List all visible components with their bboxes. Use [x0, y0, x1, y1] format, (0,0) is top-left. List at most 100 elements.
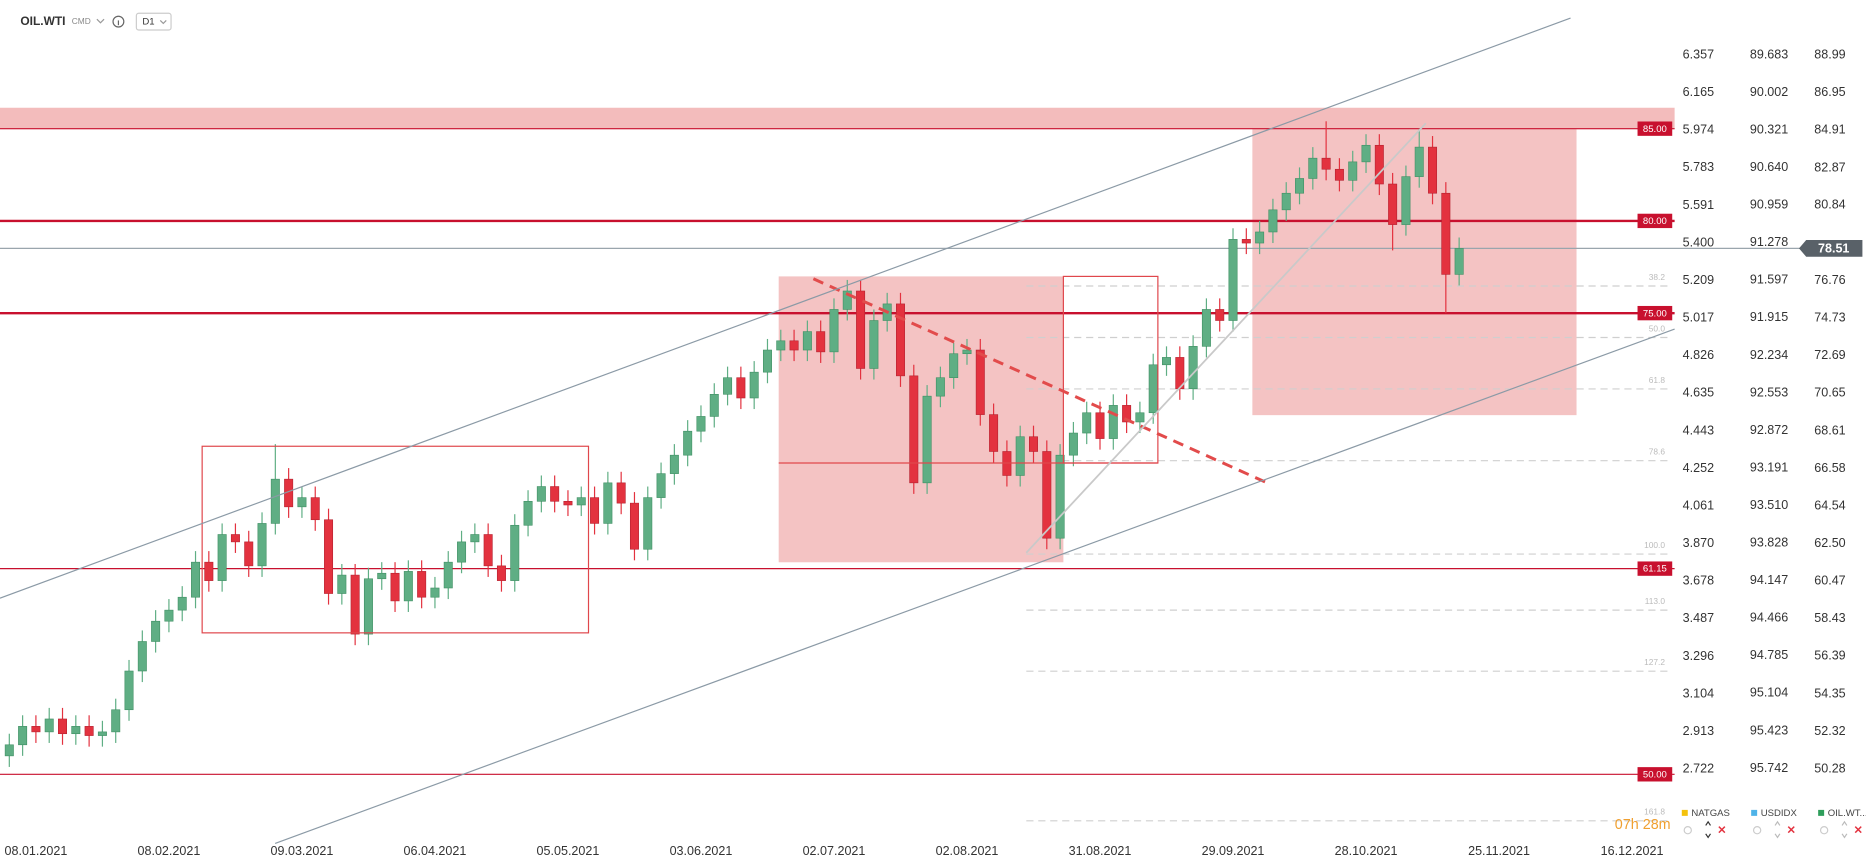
candle-body	[230, 534, 240, 543]
y-tick-label: 5.017	[1683, 311, 1714, 325]
candle-body	[310, 497, 320, 521]
candle-body	[71, 726, 81, 735]
candle-body	[1029, 436, 1038, 452]
legend-move[interactable]	[1705, 820, 1711, 839]
level-tag	[1637, 213, 1673, 229]
candle-body	[1148, 364, 1158, 414]
zone	[0, 107, 1675, 130]
candle-body	[616, 482, 626, 504]
dropdown-caret[interactable]	[96, 18, 105, 24]
level-label: 75.00	[1643, 308, 1667, 319]
candle-body	[430, 587, 440, 598]
symbol: OIL.WTI	[20, 14, 65, 28]
candle-body	[1374, 144, 1384, 185]
candle-body	[510, 524, 520, 581]
y-tick-label: 91.278	[1750, 235, 1788, 249]
candle-body	[829, 309, 839, 353]
y-tick-label: 2.913	[1683, 724, 1714, 738]
candle-body	[603, 482, 613, 524]
level-label: 85.00	[1643, 124, 1667, 135]
candle-body	[297, 497, 307, 508]
legend-move[interactable]	[1841, 820, 1848, 839]
legend-close[interactable]	[1854, 826, 1862, 834]
legend-items: NATGAS USDIDX OIL.WT...	[1681, 808, 1866, 839]
y-tick-label: 4.443	[1683, 423, 1714, 437]
y-tick-label: 95.742	[1750, 761, 1788, 775]
y-tick-label: 91.915	[1750, 310, 1788, 324]
candle-body	[1334, 168, 1344, 181]
candle-body	[536, 486, 546, 502]
candle-body	[257, 523, 267, 567]
candle-body	[975, 349, 985, 415]
candle-body	[337, 574, 347, 594]
y-tick-label: 5.209	[1683, 273, 1714, 287]
x-tick-label: 02.08.2021	[936, 844, 999, 858]
candle-body	[1162, 357, 1171, 366]
candle-body	[1215, 309, 1225, 321]
candle-body	[656, 473, 666, 498]
candle-body	[749, 371, 759, 399]
y-tick-label: 92.872	[1750, 423, 1788, 437]
channel-line	[274, 328, 1675, 844]
candle-body	[683, 430, 693, 456]
candle-body	[762, 349, 772, 373]
candle-body	[217, 534, 227, 581]
level-tag	[1637, 561, 1673, 576]
candle-body	[470, 534, 480, 543]
candle-body	[1401, 176, 1411, 225]
candle-body	[523, 500, 533, 526]
y-tick-label: 4.826	[1683, 348, 1714, 362]
candle-body	[736, 377, 746, 399]
candle-body	[443, 561, 453, 589]
x-tick-label: 29.09.2021	[1202, 844, 1265, 858]
y-tick-label: 52.32	[1814, 724, 1845, 738]
candle-body	[244, 541, 254, 567]
x-tick-label: 02.07.2021	[803, 844, 866, 858]
candle-body	[1082, 412, 1092, 434]
y-tick-label: 5.974	[1683, 123, 1714, 137]
timeframe-box[interactable]	[135, 12, 172, 31]
candle-body	[191, 561, 201, 598]
y-tick-label: 5.783	[1683, 160, 1714, 174]
legend-close[interactable]	[1787, 826, 1795, 834]
candle-body	[1122, 405, 1132, 423]
fib-label: 38.2	[1649, 272, 1666, 282]
candle-body	[909, 375, 919, 484]
legend-eye[interactable]	[1752, 826, 1762, 835]
candle-body	[457, 541, 467, 563]
legend-close[interactable]	[1718, 826, 1726, 834]
y-tick-label: 6.165	[1683, 85, 1714, 99]
level-tag	[1637, 121, 1673, 136]
y-tick-label: 92.553	[1750, 385, 1788, 399]
candle-body	[723, 377, 733, 395]
y-tick-label: 90.959	[1750, 198, 1788, 212]
y-tick-label: 92.234	[1750, 348, 1788, 362]
y-tick-label: 70.65	[1814, 386, 1845, 400]
y-tick-label: 84.91	[1814, 123, 1845, 137]
fib-label: 78.6	[1649, 447, 1666, 457]
fib-label: 61.8	[1649, 375, 1666, 385]
candle-body	[1015, 436, 1025, 476]
candle-body	[1268, 209, 1278, 233]
legend-eye[interactable]	[1683, 826, 1692, 835]
candle-body	[496, 565, 506, 581]
x-tick-label: 08.01.2021	[5, 844, 68, 858]
candle-body	[643, 497, 653, 550]
y-tick-label: 94.147	[1750, 573, 1788, 587]
y-tick-label: 89.683	[1750, 47, 1788, 61]
zone	[778, 276, 1064, 563]
legend: 07h 28m NATGAS USDIDX OIL.WT...	[1615, 808, 1866, 839]
y-tick-label: 80.84	[1814, 198, 1845, 212]
legend-eye[interactable]	[1819, 826, 1829, 835]
market: CMD	[72, 16, 91, 26]
candle-body	[1308, 157, 1318, 179]
candle-body	[1321, 157, 1331, 170]
candle-body	[1281, 192, 1291, 211]
fib-label: 161.8	[1644, 807, 1665, 817]
candle-body	[204, 561, 214, 581]
candle-body	[417, 571, 427, 598]
info-icon[interactable]	[112, 15, 125, 28]
y-tick-label: 74.73	[1814, 310, 1845, 324]
y-tick-label: 95.104	[1750, 686, 1788, 700]
legend-move[interactable]	[1774, 820, 1781, 839]
